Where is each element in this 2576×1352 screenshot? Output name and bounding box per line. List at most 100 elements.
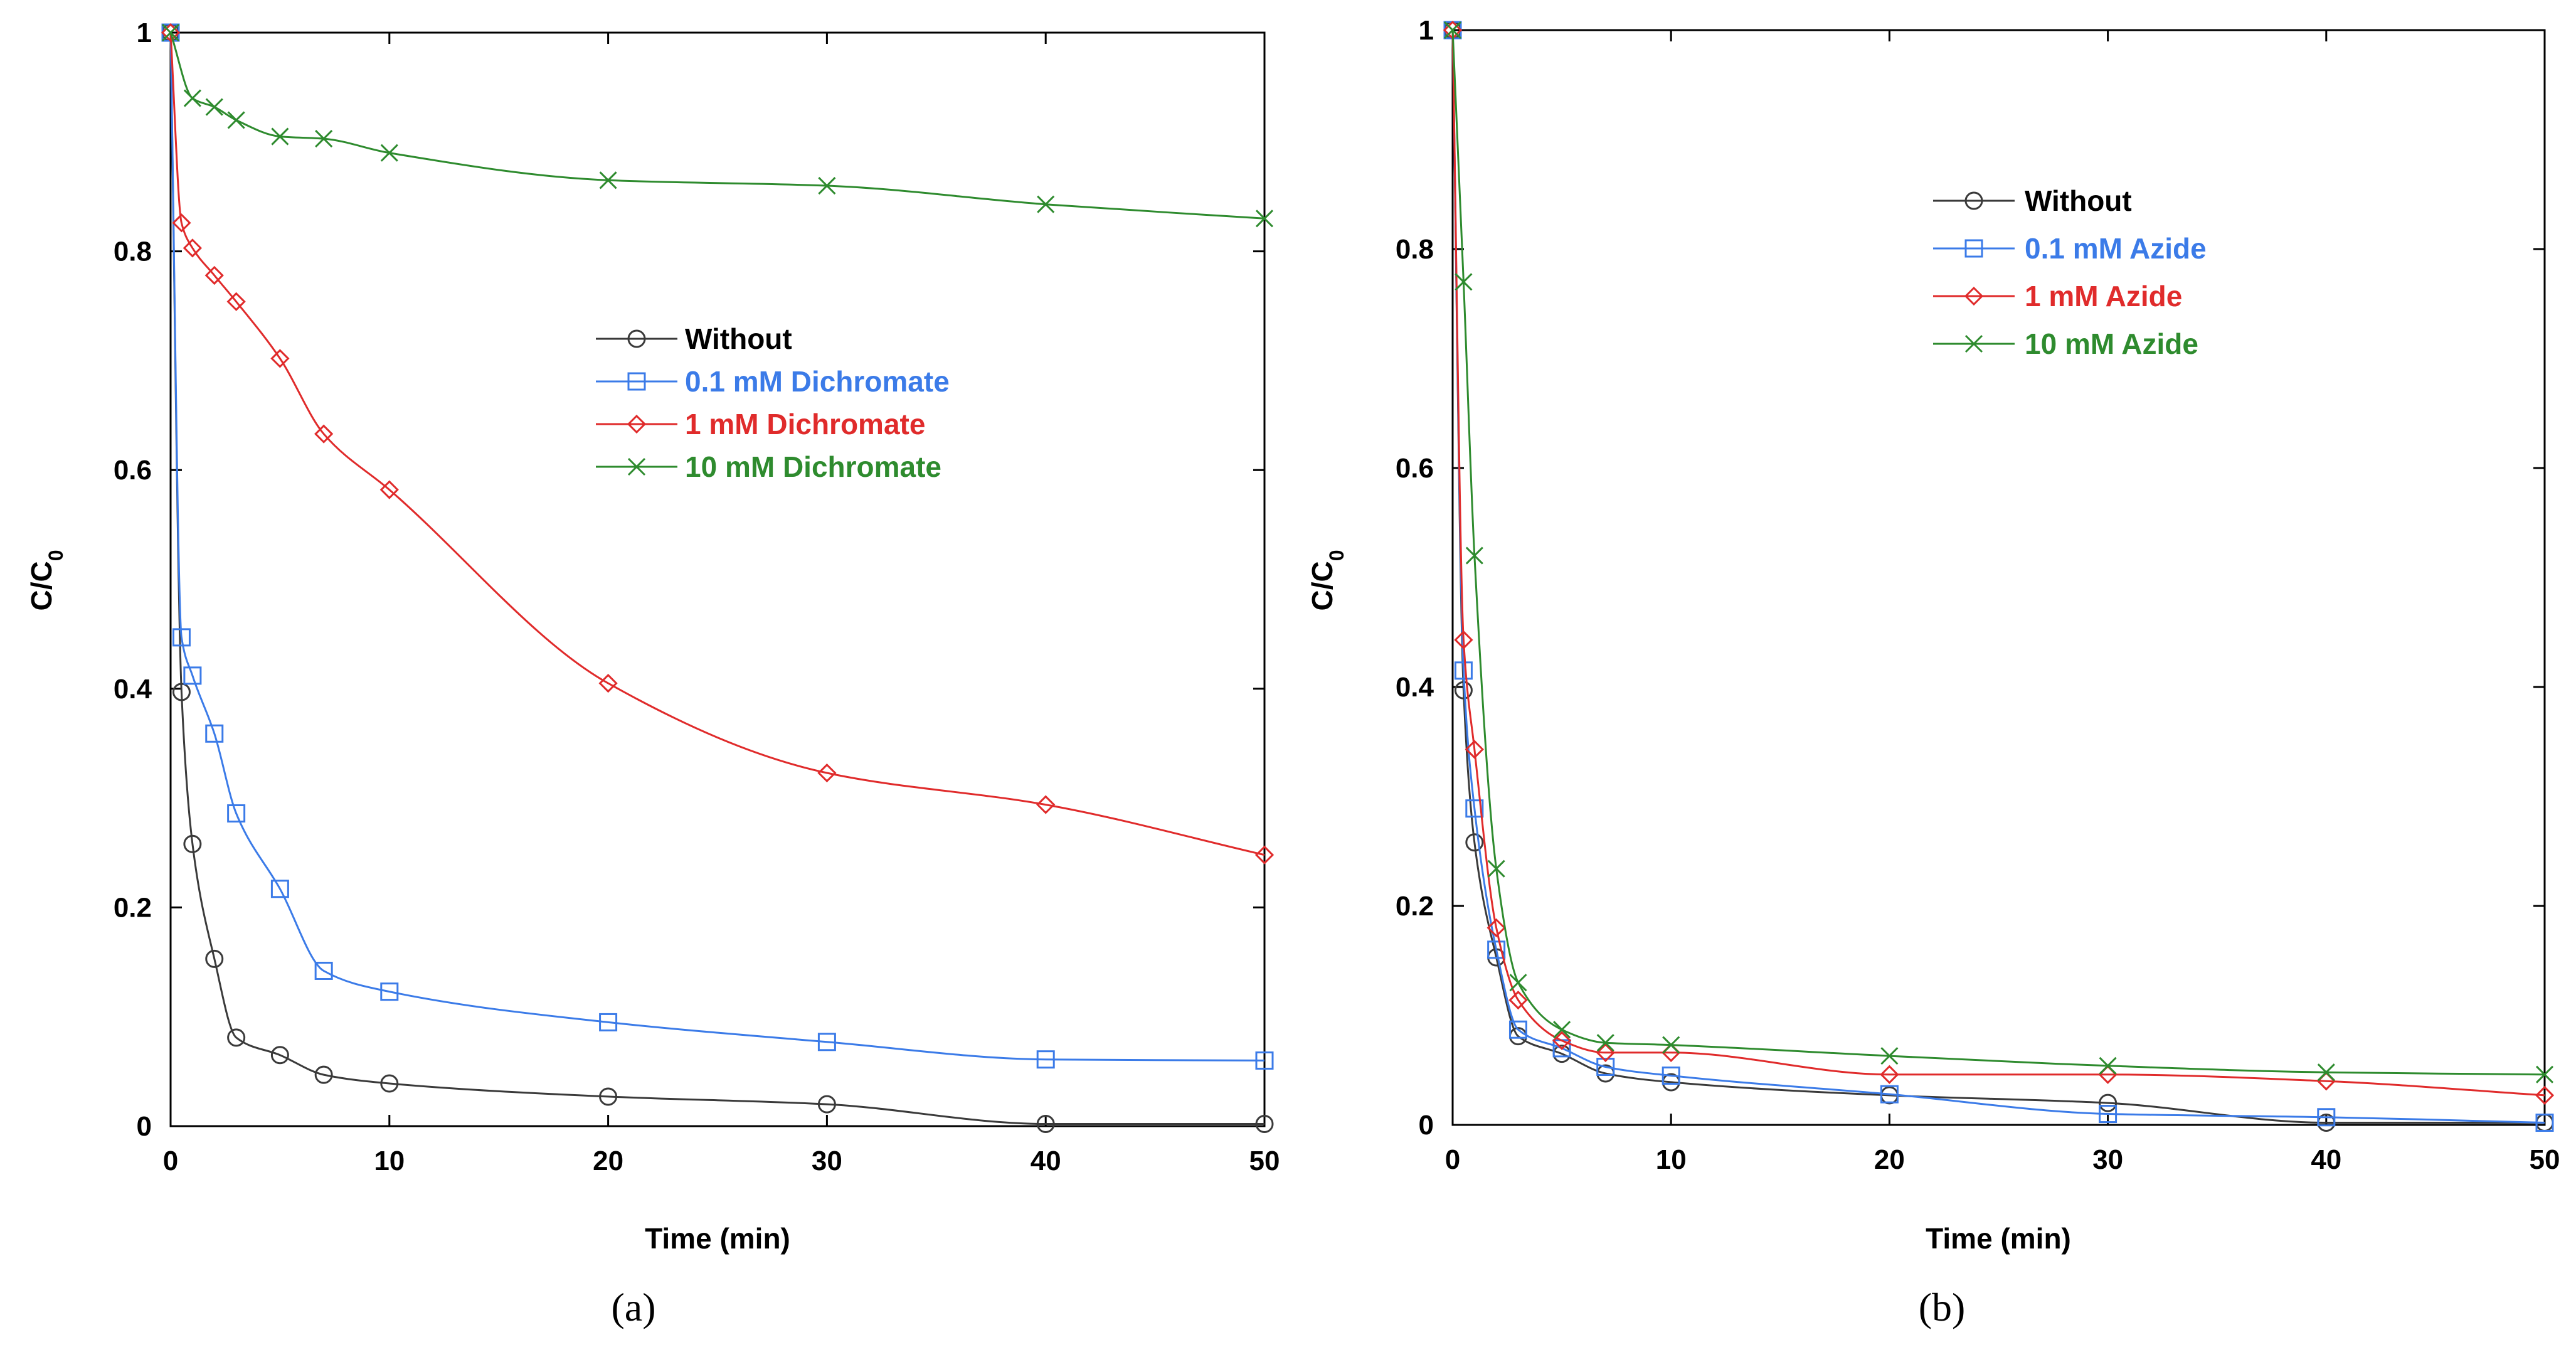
data-point-a-0-3 [205,949,224,968]
y-axis-title-subscript: 0 [1325,550,1348,561]
x-tick-label: 50 [1249,1146,1280,1176]
series-line-b-3 [1451,29,2545,1076]
y-tick-label: 0.8 [1396,234,1434,265]
data-point-a-3-10 [1255,210,1274,228]
data-point-a-2-1 [172,213,191,233]
data-point-a-3-0 [161,23,180,42]
y-axis-title: C/C0 [25,550,67,610]
y-tick-label: 0.8 [114,237,152,267]
data-point-b-3-7 [1662,1036,1680,1054]
data-point-a-1-11 [1255,1051,1274,1070]
x-tick-label: 20 [1874,1144,1905,1175]
x-tick-label: 10 [1656,1144,1687,1175]
data-point-b-1-1 [1454,661,1473,680]
y-tick-label: 1 [137,18,152,48]
y-tick-label: 0.6 [114,455,152,486]
x-tick-label: 20 [593,1146,623,1176]
data-point-a-0-10 [1036,1115,1055,1134]
x-tick-label: 30 [812,1146,842,1176]
y-tick-label: 0 [1419,1110,1434,1141]
y-tick-label: 0.2 [114,892,152,923]
legend-marker-b-1 [1964,239,1983,258]
panel-label: (a) [611,1285,655,1329]
legend-label-a-1: 0.1 mM Dichromate [685,365,950,398]
data-point-a-2-7 [379,480,399,499]
data-point-a-3-8 [818,176,836,195]
x-tick-label: 0 [163,1146,178,1176]
data-point-b-3-11 [2535,1065,2554,1083]
x-tick-label: 40 [1031,1146,1061,1176]
legend-label-a-2: 1 mM Dichromate [685,408,925,440]
data-point-a-2-10 [1036,795,1056,814]
data-point-a-1-3 [205,724,224,743]
series-line-a-1 [169,32,1265,1062]
data-point-a-1-2 [183,666,202,685]
data-point-a-2-0 [161,23,181,43]
data-point-a-2-11 [1254,845,1275,865]
data-point-a-0-7 [380,1074,399,1093]
data-point-a-3-6 [380,144,398,162]
data-point-a-0-1 [172,683,191,701]
x-tick-label: 0 [1445,1144,1460,1175]
data-point-a-1-5 [270,880,289,898]
plot-frame [169,31,1266,1127]
series-line-a-3 [169,32,1265,220]
data-point-b-1-3 [1487,940,1506,959]
y-tick-label: 0.6 [1396,453,1434,484]
data-point-b-1-7 [1662,1066,1680,1085]
data-point-b-0-9 [2099,1094,2118,1112]
data-point-b-3-4 [1509,974,1527,992]
data-point-a-1-6 [314,961,333,980]
data-point-b-2-4 [1508,990,1528,1010]
data-point-b-3-3 [1487,860,1505,878]
data-point-a-3-3 [227,111,245,129]
data-point-a-3-2 [205,98,223,116]
data-point-a-0-6 [314,1065,333,1084]
data-point-b-2-1 [1454,630,1473,650]
y-axis-title-main: C/C [25,561,58,610]
data-point-b-0-2 [1465,833,1484,852]
data-point-a-0-9 [817,1095,836,1114]
data-point-a-1-4 [227,804,246,823]
legend-label-a-0: Without [685,322,792,355]
legend-label-b-1: 0.1 mM Azide [2025,232,2207,265]
data-point-b-3-10 [2317,1063,2335,1082]
legend-marker-a-3 [627,457,646,476]
data-point-a-1-8 [599,1013,618,1031]
data-point-a-2-4 [226,292,246,311]
x-tick-label: 50 [2530,1144,2560,1175]
data-point-b-2-6 [1596,1043,1615,1062]
data-point-a-2-5 [270,349,290,368]
series-line-a-0 [169,32,1264,1126]
data-point-b-3-9 [2099,1057,2117,1075]
data-point-a-0-2 [183,834,202,853]
x-tick-label: 10 [374,1146,405,1176]
data-point-a-1-1 [172,628,191,647]
y-tick-label: 0 [137,1111,152,1142]
data-point-a-1-7 [380,982,399,1001]
data-point-b-2-5 [1552,1031,1572,1050]
legend-label-b-2: 1 mM Azide [2025,280,2182,312]
data-point-a-2-9 [817,763,837,783]
data-point-b-1-4 [1508,1020,1527,1039]
data-point-b-3-8 [1880,1046,1899,1065]
legend-label-a-3: 10 mM Dichromate [685,450,941,483]
y-tick-label: 0.4 [114,674,152,705]
data-point-a-3-4 [271,127,289,146]
data-point-a-2-3 [204,265,224,285]
data-point-a-0-8 [599,1087,618,1106]
plot-frame [1451,29,2546,1126]
data-point-b-1-9 [2099,1105,2118,1124]
data-point-a-0-11 [1255,1115,1274,1134]
data-point-b-2-8 [1880,1065,1899,1084]
series-line-a-2 [169,32,1265,856]
data-point-b-1-6 [1596,1058,1615,1077]
legend-label-b-0: Without [2025,184,2132,217]
y-axis-title-main: C/C [1306,561,1338,610]
y-tick-label: 0.4 [1396,672,1434,703]
legend-marker-a-0 [627,329,646,348]
data-point-b-1-8 [1880,1085,1899,1104]
data-point-b-2-11 [2535,1085,2555,1105]
